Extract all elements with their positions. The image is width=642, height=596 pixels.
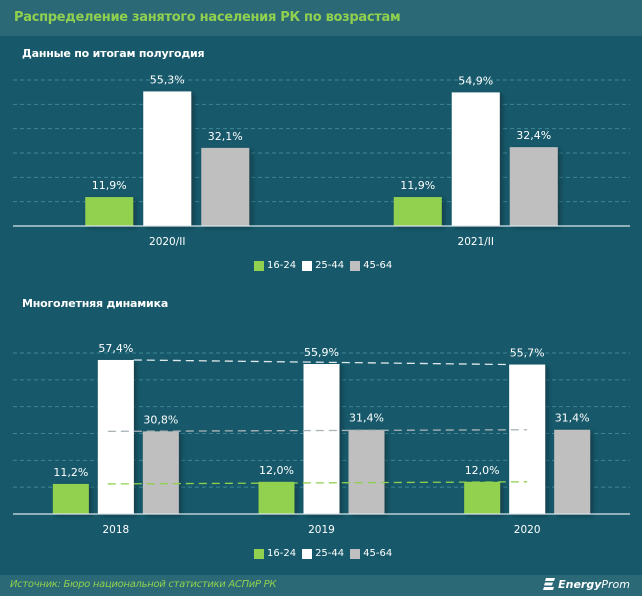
data-label: 54,9%	[458, 74, 493, 87]
data-label: 11,2%	[53, 466, 88, 479]
legend-swatch	[254, 260, 264, 271]
bar-45-64-2018	[142, 431, 179, 514]
legend-item-16-24: 16-24	[254, 548, 296, 559]
legend-label: 45-64	[363, 548, 393, 559]
legend-label: 16-24	[267, 548, 297, 559]
legend-label: 25-44	[315, 260, 345, 271]
x-tick-label: 2020/II	[149, 236, 185, 248]
data-label: 57,4%	[98, 342, 133, 355]
trend-line-45-64	[107, 429, 528, 433]
trend-line-16-24	[107, 481, 528, 485]
bar-45-64-2020	[554, 429, 591, 514]
data-label: 31,4%	[555, 412, 590, 425]
x-tick-label: 2020	[514, 524, 541, 536]
chart-half-year: 11,9% 55,3% 32,1% 2020/II 11,9% 54,9% 32,4% 202…	[13, 73, 630, 248]
legend-swatch	[302, 260, 313, 271]
footer-bar: Источник: Бюро национальной статистики А…	[0, 575, 642, 596]
data-label: 55,9%	[304, 346, 339, 359]
legend-item-25-44: 25-44	[302, 260, 344, 271]
energyprom-logo: Energy Prom	[543, 577, 630, 591]
legend-swatch	[350, 260, 361, 271]
x-tick-label: 2019	[308, 524, 335, 536]
data-label: 32,4%	[516, 129, 551, 142]
chart1-title: Данные по итогам полугодия	[22, 47, 205, 60]
logo-text-bold: Energy	[558, 577, 602, 591]
page-title: Распределение занятого населения РК по в…	[14, 10, 401, 25]
legend-label: 16-24	[267, 260, 297, 271]
bar-16-24-2019	[258, 481, 295, 514]
data-label: 11,9%	[92, 179, 127, 192]
data-label: 55,3%	[150, 73, 185, 86]
bar-16-24-2018	[52, 483, 89, 514]
source-note: Источник: Бюро национальной статистики А…	[10, 579, 277, 590]
legend-item-45-64: 45-64	[350, 260, 392, 271]
bar-25-44-2020	[509, 364, 546, 514]
bar-45-64-2021/II	[509, 147, 558, 226]
data-label: 32,1%	[208, 130, 243, 143]
data-label: 55,7%	[510, 347, 545, 360]
data-label: 31,4%	[349, 412, 384, 425]
chart-multiyear: 11,2% 57,4% 30,8% 2018 12,0% 55,9% 31,4% 2019 12…	[13, 342, 630, 536]
bar-25-44-2021/II	[451, 92, 500, 226]
legend-item-16-24: 16-24	[254, 260, 296, 271]
energy-logo-icon	[543, 578, 556, 590]
legend-swatch	[302, 548, 313, 559]
chart1-legend: 16-24 25-44 45-64	[254, 260, 398, 271]
legend-swatch	[350, 548, 361, 559]
bar-16-24-2020/II	[85, 197, 134, 226]
legend-item-45-64: 45-64	[350, 548, 392, 559]
x-tick-label: 2021/II	[458, 236, 494, 248]
legend-label: 45-64	[363, 260, 393, 271]
data-label: 30,8%	[143, 413, 178, 426]
bar-25-44-2019	[303, 364, 340, 514]
chart2-title: Многолетняя динамика	[22, 297, 169, 310]
data-label: 11,9%	[400, 179, 435, 192]
bar-45-64-2019	[348, 429, 385, 514]
data-label: 12,0%	[259, 464, 294, 477]
bar-16-24-2020	[464, 481, 501, 514]
logo-text-light: Prom	[601, 577, 630, 591]
bar-25-44-2020/II	[143, 91, 192, 226]
legend-label: 25-44	[315, 548, 345, 559]
legend-item-25-44: 25-44	[302, 548, 344, 559]
data-label: 12,0%	[465, 464, 500, 477]
trend-line-25-44	[133, 359, 510, 366]
legend-swatch	[254, 548, 264, 559]
bar-25-44-2018	[97, 359, 134, 514]
x-tick-label: 2018	[102, 524, 129, 536]
header-bar: Распределение занятого населения РК по в…	[0, 0, 642, 36]
bar-16-24-2021/II	[393, 197, 442, 226]
bar-45-64-2020/II	[201, 147, 250, 226]
chart2-legend: 16-24 25-44 45-64	[254, 548, 398, 559]
